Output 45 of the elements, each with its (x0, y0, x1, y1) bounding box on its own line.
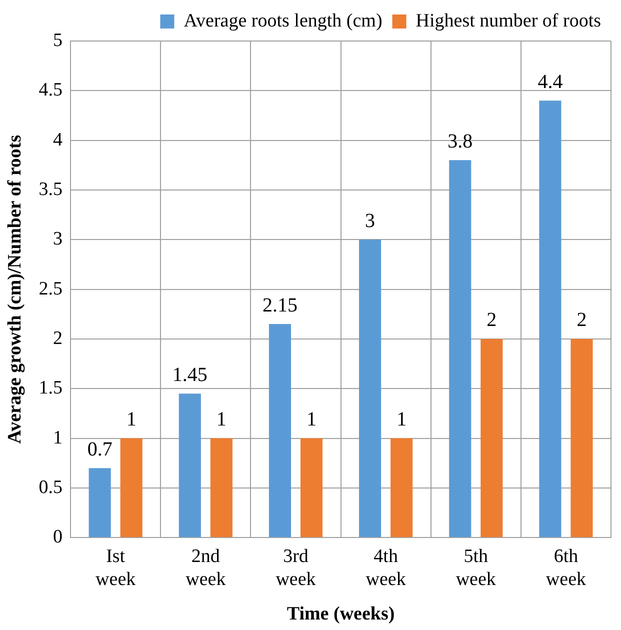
y-tick-label: 1.5 (38, 378, 63, 399)
y-tick-label: 4.5 (38, 80, 63, 101)
data-label: 1 (396, 408, 407, 431)
bar (210, 438, 232, 538)
data-label: 0.7 (87, 438, 112, 460)
bar (178, 394, 201, 538)
y-tick-label: 5 (53, 30, 63, 51)
x-tick-label: 2nd week (186, 546, 226, 590)
data-label: 1.45 (172, 364, 208, 386)
y-tick-label: 2.5 (38, 278, 63, 300)
data-label: 1 (216, 408, 226, 431)
x-tick-label: 6th week (546, 546, 587, 590)
x-tick-label: 4th week (366, 546, 406, 590)
y-tick-label: 1 (53, 427, 63, 448)
data-label: 1 (126, 408, 136, 431)
y-tick-label: 4 (53, 129, 64, 150)
x-tick-label: Ist week (96, 546, 136, 590)
data-label: 1 (306, 408, 316, 431)
y-tick-label: 3 (53, 228, 63, 250)
bar (88, 468, 111, 538)
data-label: 2 (576, 309, 587, 332)
legend-label: Average roots length (cm) (184, 10, 382, 32)
x-axis-title: Time (weeks) (286, 604, 395, 625)
bar (480, 338, 503, 538)
data-label: 2.15 (262, 294, 298, 316)
y-tick-label: 0.5 (38, 476, 63, 498)
bar (390, 438, 413, 538)
bar (120, 438, 142, 538)
data-label: 4.4 (538, 70, 563, 93)
data-label: 3 (365, 210, 376, 232)
legend-label: Highest number of roots (416, 10, 602, 32)
y-tick-label: 2 (53, 328, 63, 349)
bar (359, 240, 382, 538)
bar (539, 100, 562, 538)
y-tick-label: 0 (53, 526, 63, 548)
data-label: 2 (486, 309, 497, 332)
bar (570, 338, 593, 538)
data-label: 3.8 (448, 130, 473, 152)
x-tick-label: 3rd week (276, 546, 316, 590)
y-axis-title: Average growth (cm)/Number of roots (4, 134, 26, 444)
bar (268, 324, 292, 538)
bar (300, 438, 323, 538)
x-tick-label: 5th week (456, 546, 496, 590)
y-tick-label: 3.5 (38, 178, 63, 200)
bar (449, 160, 472, 538)
